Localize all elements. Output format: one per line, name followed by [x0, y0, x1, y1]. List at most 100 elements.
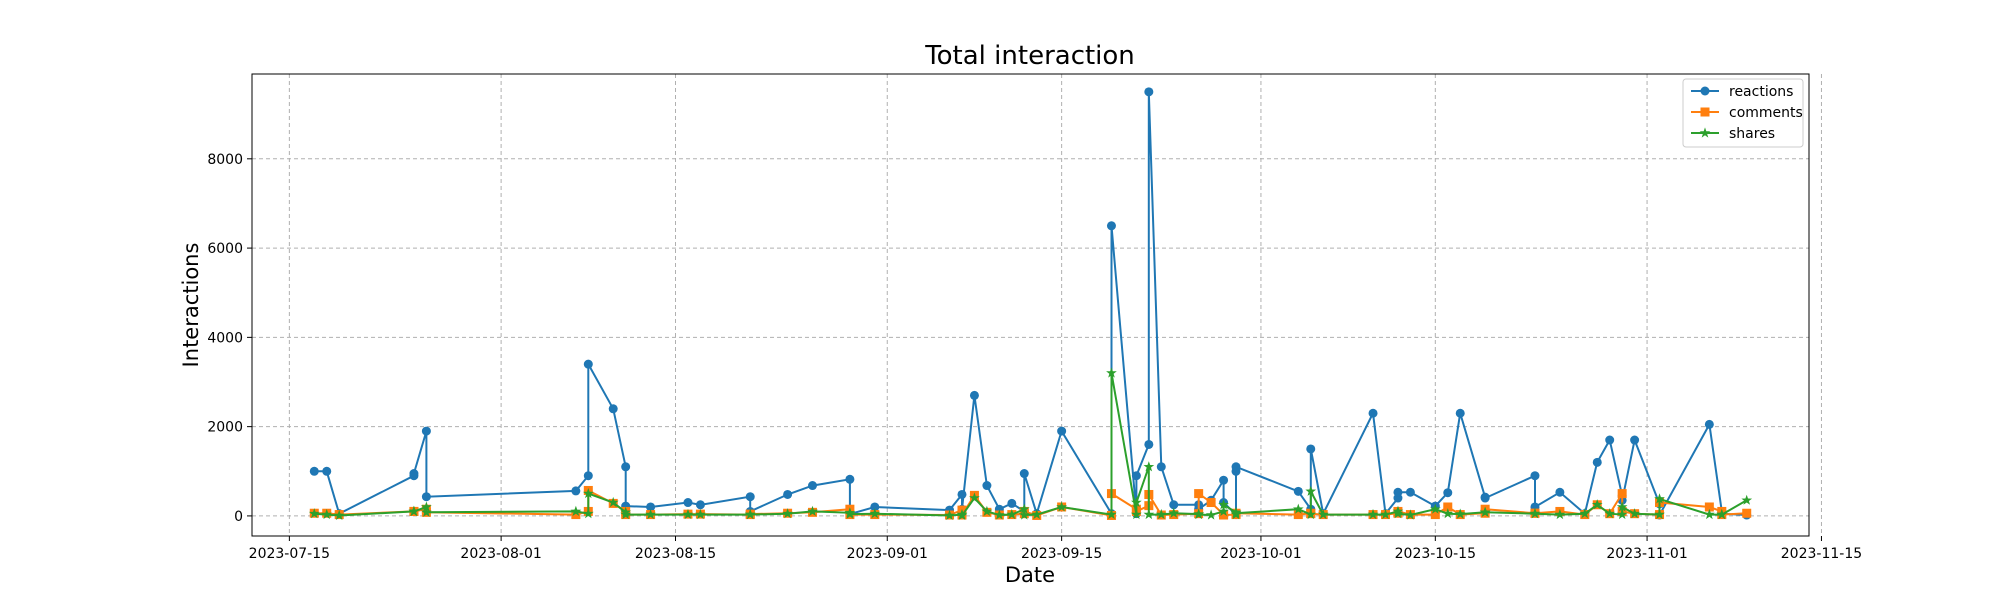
data-point — [1616, 501, 1628, 512]
legend-box — [1682, 78, 1804, 148]
data-point — [1219, 510, 1229, 520]
data-point — [1629, 508, 1640, 519]
data-point — [309, 466, 319, 476]
data-point — [1230, 507, 1242, 518]
data-point — [807, 505, 818, 516]
y-tick-label: 4000 — [207, 330, 243, 346]
data-point — [956, 509, 968, 520]
data-point — [1106, 221, 1116, 231]
data-point — [1617, 489, 1627, 499]
data-point — [1018, 509, 1030, 520]
data-point — [322, 466, 332, 476]
data-point — [782, 508, 793, 519]
data-point — [1654, 493, 1665, 504]
data-point — [1106, 508, 1117, 520]
y-tick-label: 6000 — [207, 241, 243, 257]
data-point — [1293, 486, 1303, 496]
data-point — [583, 471, 593, 481]
data-point — [1293, 503, 1304, 514]
data-point — [1554, 508, 1566, 520]
data-point — [1716, 508, 1728, 520]
data-point — [1205, 509, 1217, 520]
data-point — [1405, 487, 1415, 497]
data-point — [421, 492, 431, 502]
data-point — [1700, 107, 1710, 117]
data-point — [1194, 489, 1204, 499]
data-point — [1392, 508, 1404, 519]
data-point — [1144, 87, 1154, 97]
data-point — [808, 481, 818, 491]
grid — [252, 74, 1822, 536]
data-point — [1056, 501, 1067, 512]
data-point — [1368, 408, 1378, 418]
data-point — [1704, 502, 1714, 512]
legend-label-reactions: reactions — [1729, 84, 1793, 100]
data-point — [1131, 508, 1142, 520]
data-point — [695, 508, 706, 520]
data-point — [408, 505, 420, 516]
data-point — [1442, 508, 1454, 519]
data-point — [583, 508, 594, 519]
data-point — [333, 509, 345, 520]
data-point — [1430, 503, 1441, 514]
data-point — [1741, 494, 1753, 505]
data-point — [1131, 471, 1141, 481]
data-point — [308, 508, 320, 519]
data-point — [1193, 508, 1204, 520]
x-tick-label: 2023-08-15 — [635, 546, 716, 562]
data-point — [682, 508, 694, 520]
data-point — [981, 505, 993, 516]
data-point — [944, 509, 955, 520]
data-point — [583, 488, 594, 499]
data-point — [695, 500, 705, 510]
chart-title: Total interaction — [924, 41, 1135, 71]
data-point — [1144, 439, 1154, 449]
x-tick-label: 2023-09-15 — [1021, 546, 1102, 562]
data-point — [1131, 496, 1142, 508]
data-point — [994, 509, 1005, 520]
series-shares — [308, 367, 1753, 520]
data-point — [1699, 127, 1711, 138]
data-point — [1704, 419, 1714, 429]
data-point — [1206, 498, 1216, 508]
data-point — [969, 390, 979, 400]
ticks: 2023-07-15 2023-08-01 2023-08-15 2023-09-01… — [207, 152, 1862, 562]
x-tick-label: 2023-08-01 — [460, 546, 541, 562]
data-point — [1616, 508, 1628, 520]
data-point — [571, 486, 581, 496]
data-point — [1592, 457, 1602, 467]
data-point — [1169, 500, 1179, 510]
data-point — [1443, 488, 1453, 498]
y-tick-label: 2000 — [207, 420, 243, 436]
data-point — [620, 508, 631, 520]
data-point — [1393, 487, 1403, 497]
data-point — [607, 496, 619, 508]
data-point — [1231, 462, 1241, 472]
data-point — [1430, 510, 1440, 520]
x-tick-label: 2023-10-15 — [1395, 546, 1476, 562]
data-point — [421, 506, 432, 517]
y-axis-label: Interactions — [179, 243, 203, 368]
data-point — [1219, 475, 1229, 485]
data-point — [571, 510, 581, 520]
data-point — [1604, 508, 1616, 519]
data-point — [1007, 498, 1017, 508]
data-point — [409, 469, 419, 479]
data-point — [1591, 499, 1603, 510]
x-tick-label: 2023-11-01 — [1606, 546, 1687, 562]
data-point — [1454, 508, 1466, 519]
data-point — [1700, 86, 1710, 96]
data-point — [646, 502, 656, 512]
data-point — [1019, 469, 1029, 479]
legend-label-shares: shares — [1729, 126, 1775, 142]
data-point — [321, 508, 333, 520]
data-point — [1405, 509, 1416, 520]
series-line-shares — [314, 372, 1748, 519]
data-point — [1031, 508, 1043, 520]
data-point — [1155, 508, 1167, 520]
data-point — [870, 502, 880, 512]
data-point — [1057, 426, 1067, 436]
data-point — [621, 462, 631, 472]
data-point — [1367, 508, 1379, 520]
